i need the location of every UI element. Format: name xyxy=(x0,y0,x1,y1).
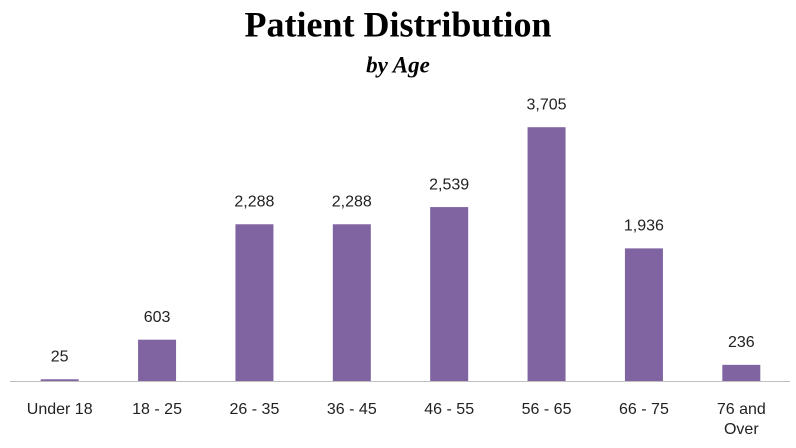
bar xyxy=(624,248,663,381)
x-tick-label: 26 - 35 xyxy=(229,401,280,418)
value-label: 236 xyxy=(728,334,755,351)
bar xyxy=(40,379,79,381)
value-label: 2,288 xyxy=(332,193,372,210)
x-tick-label: 76 and Over xyxy=(716,401,766,438)
value-label: 603 xyxy=(144,309,171,326)
x-tick-label: 46 - 55 xyxy=(424,401,475,418)
bar xyxy=(722,364,761,381)
x-tick-label: Under 18 xyxy=(26,401,93,418)
bar xyxy=(138,339,177,381)
value-label: 3,705 xyxy=(527,96,567,113)
value-label: 2,288 xyxy=(234,193,274,210)
bar xyxy=(235,224,274,381)
chart-subtitle: by Age xyxy=(366,52,430,77)
bar xyxy=(332,224,371,381)
chart-title: Patient Distribution xyxy=(244,4,551,44)
x-tick-label: 36 - 45 xyxy=(326,401,377,418)
x-tick-label: 18 - 25 xyxy=(132,401,182,418)
value-label: 2,539 xyxy=(429,176,469,193)
x-tick-label: 66 - 75 xyxy=(619,401,669,418)
bar xyxy=(527,127,566,382)
bar xyxy=(430,207,469,381)
value-label: 25 xyxy=(51,349,69,366)
x-tick-label: 56 - 65 xyxy=(521,401,572,418)
value-label: 1,936 xyxy=(624,218,664,235)
